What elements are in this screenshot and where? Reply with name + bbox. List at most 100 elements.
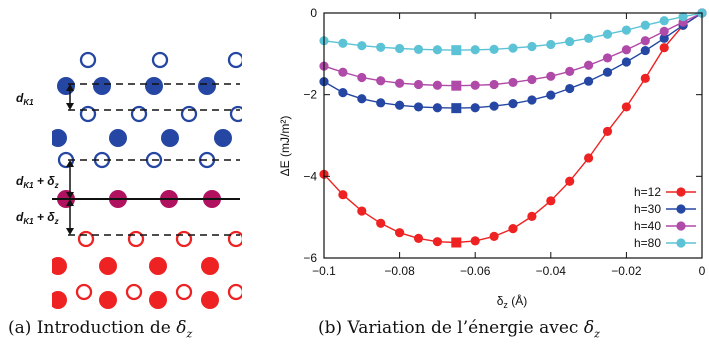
x-tick-label: −0.04 (536, 264, 567, 278)
data-point (602, 53, 613, 63)
atom-vacancy (180, 105, 198, 123)
data-point (357, 206, 367, 216)
legend-marker (676, 238, 686, 248)
data-point (470, 80, 480, 90)
data-point (357, 94, 367, 104)
atom (198, 77, 216, 95)
data-point (432, 103, 442, 113)
x-tick-label: −0.02 (611, 264, 642, 278)
data-point (413, 233, 424, 243)
data-point (565, 66, 575, 76)
atom (99, 257, 117, 275)
minimum-point (451, 80, 462, 91)
data-point (565, 176, 575, 186)
series-h=40 (319, 8, 707, 91)
energy-chart: −0.1 −0.08 −0.06 −0.04 −0.02 0 −6 −4 −2 0 h=12 h=3… (278, 6, 707, 310)
data-point (470, 103, 480, 113)
atom-vacancy (151, 51, 169, 69)
data-point (508, 224, 518, 234)
data-point (584, 76, 594, 86)
atom-vacancy (229, 105, 242, 123)
data-point (338, 88, 348, 98)
atom (149, 257, 167, 275)
atom-vacancy (75, 283, 93, 301)
atom (57, 77, 75, 95)
atom-lattice (52, 51, 242, 309)
data-point (357, 41, 367, 51)
data-point (413, 79, 424, 90)
atom-vacancy (227, 283, 242, 301)
legend-label: h=12 (634, 185, 661, 199)
x-tick-label: −0.1 (312, 264, 336, 278)
data-point (659, 33, 669, 43)
y-tick-label: −6 (303, 251, 317, 265)
data-point (640, 20, 650, 30)
data-point (508, 99, 518, 109)
data-point (489, 44, 499, 54)
x-tick-label: −0.08 (384, 264, 415, 278)
legend-marker (676, 187, 686, 197)
atom (201, 291, 219, 309)
minimum-point (451, 237, 462, 248)
data-point (432, 237, 442, 247)
atom (214, 129, 232, 147)
legend-marker (676, 221, 686, 231)
data-point (376, 98, 386, 108)
data-point (659, 16, 669, 26)
data-point (565, 36, 575, 47)
legend-label: h=40 (634, 219, 661, 233)
atom-vacancy (79, 51, 97, 69)
series-h=80 (319, 8, 707, 56)
data-point (470, 236, 480, 246)
data-point (640, 36, 650, 46)
data-point (338, 67, 348, 77)
data-point (621, 45, 632, 55)
caption-b: (b) Variation de l’énergie avec δz (318, 318, 600, 341)
atom (201, 257, 219, 275)
data-point (565, 83, 575, 94)
atom (161, 129, 179, 147)
atom-vacancy (227, 51, 242, 69)
atom-vacancy (175, 230, 193, 248)
data-point (489, 101, 499, 111)
atom-vacancy (175, 283, 193, 301)
atom (149, 291, 167, 309)
data-point (395, 100, 405, 110)
y-tick-label: −4 (303, 169, 317, 183)
data-point (546, 71, 556, 81)
atom (52, 129, 67, 147)
data-point (584, 153, 594, 163)
legend-marker (676, 204, 686, 214)
crystal-schematic: dK1 dK1 + δz dK1 + δz (16, 51, 242, 309)
series-h=12 (319, 8, 707, 248)
atom-vacancy (227, 230, 242, 248)
data-point (602, 126, 613, 137)
data-point (527, 95, 537, 105)
arrow-head (66, 192, 74, 199)
data-point (659, 43, 669, 53)
atom-vacancy (127, 230, 145, 248)
data-point (659, 26, 669, 36)
data-point (584, 60, 594, 70)
minimum-point (451, 45, 462, 56)
data-point (395, 78, 405, 88)
data-point (640, 73, 650, 83)
data-point (640, 45, 650, 56)
data-point (338, 38, 348, 48)
data-point (527, 211, 537, 221)
arrow-head (66, 160, 74, 167)
data-point (508, 43, 518, 53)
x-tick-label: 0 (699, 264, 706, 278)
data-point (470, 45, 480, 55)
data-point (621, 25, 632, 35)
data-point (546, 196, 556, 206)
data-point (395, 43, 405, 54)
spacing-label: dK1 (16, 91, 34, 107)
atom (52, 291, 67, 309)
legend-label: h=80 (634, 236, 661, 250)
data-point (432, 45, 442, 55)
caption-a: (a) Introduction de δz (8, 318, 193, 341)
data-point (489, 79, 499, 90)
series-h=30 (319, 8, 707, 114)
data-point (338, 190, 348, 200)
